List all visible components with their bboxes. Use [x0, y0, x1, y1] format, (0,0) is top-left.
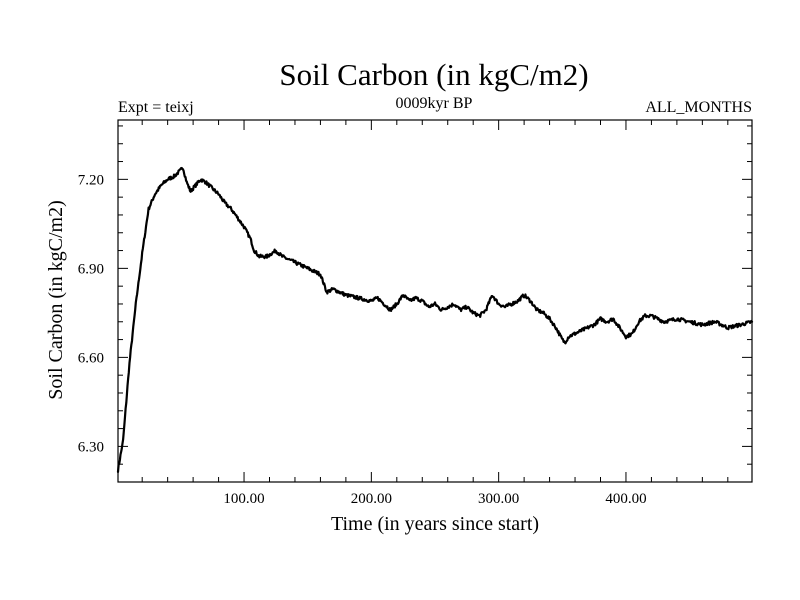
series-line-soil-carbon — [116, 166, 754, 473]
x-axis-label: Time (in years since start) — [331, 513, 539, 535]
x-tick-label: 200.00 — [351, 491, 392, 507]
subtitle-left: Expt = teixj — [118, 99, 194, 116]
x-tick-label: 400.00 — [605, 491, 646, 507]
subtitle-right: ALL_MONTHS — [645, 99, 752, 116]
y-tick-label: 6.30 — [78, 439, 104, 455]
subtitle-center: 0009kyr BP — [396, 95, 473, 112]
plot-frame — [117, 119, 753, 483]
y-tick-label: 7.20 — [78, 172, 104, 188]
y-tick-label: 6.90 — [78, 261, 104, 277]
axis-ticks — [118, 120, 752, 482]
x-tick-label: 100.00 — [223, 491, 264, 507]
chart-title: Soil Carbon (in kgC/m2) — [279, 57, 588, 92]
y-axis-label: Soil Carbon (in kgC/m2) — [45, 200, 67, 399]
y-tick-label: 6.60 — [78, 350, 104, 366]
x-tick-label: 300.00 — [478, 491, 519, 507]
tick-labels: 100.00 200.00 300.00 400.00 6.30 6.60 6.90 7.20 — [78, 172, 647, 507]
